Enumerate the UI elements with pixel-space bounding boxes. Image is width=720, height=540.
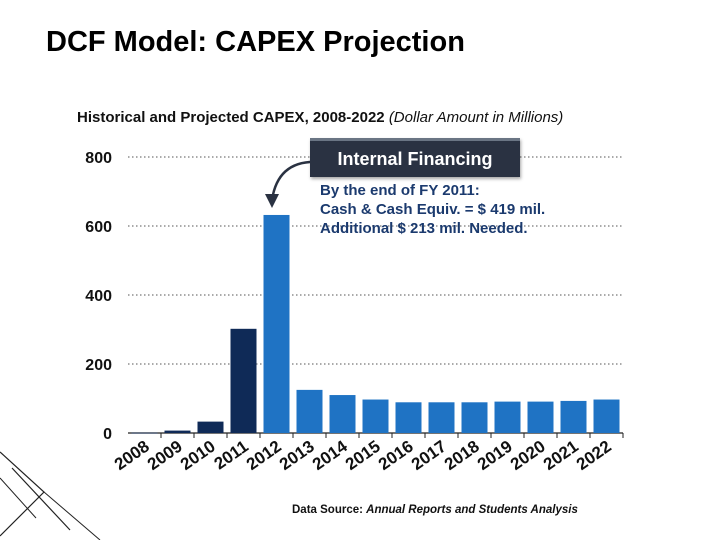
x-tick-label: 2013	[276, 437, 318, 474]
x-tick-label: 2016	[375, 437, 417, 474]
note-line-3: Additional $ 213 mil. Needed.	[320, 220, 528, 237]
bar-2011	[230, 328, 257, 433]
x-tick-label: 2015	[342, 437, 384, 474]
bar-2021	[560, 400, 587, 433]
callout-arrowhead	[265, 194, 279, 208]
x-tick-label: 2020	[507, 437, 549, 474]
note-line-1: By the end of FY 2011:	[320, 182, 480, 199]
corner-decoration	[0, 451, 101, 540]
chart-title-main: Historical and Projected CAPEX, 2008-202…	[77, 109, 385, 126]
chart-title-unit: (Dollar Amount in Millions)	[388, 109, 564, 126]
y-tick-label: 200	[85, 357, 112, 374]
bar-2022	[593, 399, 620, 433]
x-tick-label: 2012	[243, 437, 285, 474]
source-prefix: Data Source:	[292, 504, 363, 516]
y-tick-label: 0	[103, 426, 112, 443]
slide-title: DCF Model: CAPEX Projection	[46, 26, 465, 58]
source-text: Annual Reports and Students Analysis	[366, 504, 578, 516]
internal-financing-callout: Internal Financing	[310, 138, 520, 177]
x-tick-label: 2019	[474, 437, 516, 474]
bar-2009	[164, 430, 191, 433]
bar-2013	[296, 389, 323, 433]
x-tick-label: 2010	[177, 437, 219, 474]
bar-2018	[461, 402, 488, 433]
bar-2020	[527, 401, 554, 433]
x-tick-label: 2017	[408, 437, 450, 474]
x-tick-labels: 2008200920102011201220132014201520162017…	[111, 433, 624, 474]
bar-2016	[395, 402, 422, 433]
y-tick-labels: 0 200 400 600 800	[85, 150, 112, 443]
x-tick-label: 2009	[144, 437, 186, 474]
bars	[131, 214, 620, 434]
x-tick-label: 2008	[111, 437, 153, 474]
y-tick-label: 800	[85, 150, 112, 167]
bar-2012	[263, 214, 290, 433]
bar-2010	[197, 421, 224, 433]
bar-2015	[362, 399, 389, 433]
chart-title: Historical and Projected CAPEX, 2008-202…	[77, 109, 563, 126]
bar-2017	[428, 402, 455, 433]
x-tick-label: 2018	[441, 437, 483, 474]
y-tick-label: 400	[85, 288, 112, 305]
x-tick-label: 2021	[540, 437, 582, 474]
callout-label: Internal Financing	[337, 148, 493, 169]
bar-2008	[131, 432, 158, 434]
y-tick-label: 600	[85, 219, 112, 236]
x-tick-label: 2011	[211, 437, 252, 474]
bar-2019	[494, 401, 521, 433]
bar-2014	[329, 395, 356, 433]
x-tick-label: 2022	[573, 437, 615, 474]
financing-note: By the end of FY 2011: Cash & Cash Equiv…	[320, 181, 545, 238]
data-source: Data Source: Annual Reports and Students…	[292, 504, 578, 516]
note-line-2: Cash & Cash Equiv. = $ 419 mil.	[320, 201, 546, 218]
